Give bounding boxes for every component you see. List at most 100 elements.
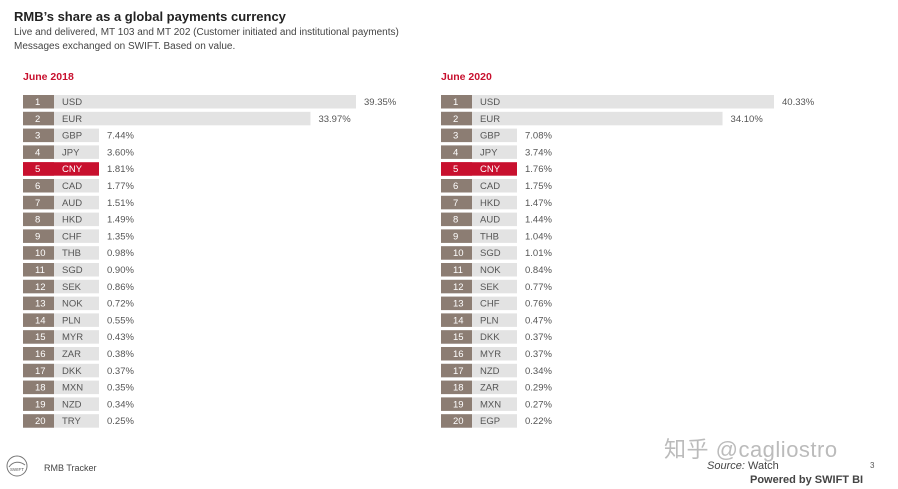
bar-row: 20 TRY 0.25% <box>23 414 134 428</box>
bar-row: 11 SGD 0.90% <box>23 263 134 277</box>
value-label: 1.81% <box>107 164 134 175</box>
rank-box <box>23 212 54 227</box>
bar-row: 19 NZD 0.34% <box>23 397 134 411</box>
bar-row: 9 CHF 1.35% <box>23 229 134 243</box>
rank-box <box>441 380 472 395</box>
bar-row: 5 CNY 1.81% <box>23 162 134 176</box>
rank-box <box>441 162 472 176</box>
rank-label: 12 <box>35 282 46 293</box>
rank-box <box>441 128 472 143</box>
rank-label: 19 <box>35 399 46 410</box>
rank-box <box>23 95 54 109</box>
value-label: 1.35% <box>107 231 134 242</box>
value-label: 0.37% <box>107 366 134 377</box>
rank-box <box>441 397 472 411</box>
rank-box <box>23 313 54 327</box>
rank-box <box>23 145 54 159</box>
rank-box <box>441 145 472 159</box>
rank-label: 15 <box>35 332 46 343</box>
currency-label: SGD <box>62 265 83 276</box>
bar-row: 7 AUD 1.51% <box>23 195 134 210</box>
value-label: 0.35% <box>107 383 134 394</box>
currency-label: NOK <box>62 299 83 310</box>
value-label: 0.72% <box>107 299 134 310</box>
bar-row: 1 USD 39.35% <box>23 95 397 109</box>
footer-tracker: RMB Tracker <box>44 463 97 473</box>
rank-label: 3 <box>453 131 458 142</box>
currency-label: GBP <box>62 131 82 142</box>
value-label: 7.44% <box>107 131 134 142</box>
currency-label: EUR <box>62 114 82 125</box>
bar-row: 3 GBP 7.44% <box>23 128 134 143</box>
currency-label: CAD <box>62 181 82 192</box>
bar-row: 1 USD 40.33% <box>441 95 815 109</box>
rank-label: 7 <box>453 198 458 209</box>
rank-box <box>23 347 54 361</box>
value-label: 0.34% <box>525 366 552 377</box>
rank-box <box>23 296 54 311</box>
currency-label: JPY <box>62 147 80 158</box>
rank-box <box>23 229 54 243</box>
rank-label: 10 <box>453 248 464 259</box>
bar <box>441 111 723 126</box>
rank-box <box>23 263 54 277</box>
rank-box <box>441 313 472 327</box>
rank-label: 5 <box>453 164 458 175</box>
bar-row: 9 THB 1.04% <box>441 229 552 243</box>
value-label: 0.22% <box>525 416 552 427</box>
rank-box <box>441 330 472 344</box>
rank-box <box>441 229 472 243</box>
rank-label: 3 <box>35 131 40 142</box>
value-label: 1.01% <box>525 248 552 259</box>
value-label: 0.86% <box>107 282 134 293</box>
page-number: 3 <box>870 461 875 470</box>
currency-label: PLN <box>480 315 499 326</box>
currency-label: GBP <box>480 131 500 142</box>
rank-label: 17 <box>453 366 464 377</box>
rank-box <box>441 195 472 210</box>
rank-label: 20 <box>35 416 46 427</box>
value-label: 1.49% <box>107 215 134 226</box>
currency-label: NOK <box>480 265 501 276</box>
rank-label: 2 <box>453 114 458 125</box>
rank-box <box>23 179 54 193</box>
rank-label: 16 <box>453 349 464 360</box>
subtitle-line-2: Messages exchanged on SWIFT. Based on va… <box>14 41 236 52</box>
rank-label: 17 <box>35 366 46 377</box>
rank-label: 1 <box>35 97 40 108</box>
bar-row: 20 EGP 0.22% <box>441 414 552 428</box>
rank-box <box>23 111 54 126</box>
bar-row: 18 ZAR 0.29% <box>441 380 552 395</box>
value-label: 0.29% <box>525 383 552 394</box>
subtitle-line-1: Live and delivered, MT 103 and MT 202 (C… <box>14 27 399 38</box>
rank-box <box>441 347 472 361</box>
rank-label: 8 <box>35 215 40 226</box>
rank-label: 9 <box>453 231 458 242</box>
value-label: 0.25% <box>107 416 134 427</box>
currency-label: CNY <box>480 164 501 175</box>
bar-row: 8 AUD 1.44% <box>441 212 552 227</box>
rank-label: 9 <box>35 231 40 242</box>
bar-row: 16 ZAR 0.38% <box>23 347 134 361</box>
currency-label: AUD <box>480 215 500 226</box>
value-label: 0.55% <box>107 315 134 326</box>
currency-label: NZD <box>480 366 500 377</box>
currency-label: CHF <box>62 231 82 242</box>
swift-logo-icon: SWIFT <box>6 455 28 477</box>
currency-label: USD <box>62 97 82 108</box>
currency-label: MYR <box>62 332 83 343</box>
value-label: 0.37% <box>525 332 552 343</box>
powered-by: Powered by SWIFT BI <box>750 474 864 486</box>
rank-box <box>441 363 472 378</box>
value-label: 0.27% <box>525 399 552 410</box>
bar-row: 19 MXN 0.27% <box>441 397 552 411</box>
value-label: 40.33% <box>782 97 815 108</box>
value-label: 0.37% <box>525 349 552 360</box>
bar-row: 13 NOK 0.72% <box>23 296 134 311</box>
currency-label: CAD <box>480 181 500 192</box>
rank-label: 6 <box>35 181 40 192</box>
value-label: 3.74% <box>525 147 552 158</box>
source-value: Watch <box>744 460 779 472</box>
bar-row: 10 SGD 1.01% <box>441 246 552 260</box>
currency-label: TRY <box>62 416 81 427</box>
